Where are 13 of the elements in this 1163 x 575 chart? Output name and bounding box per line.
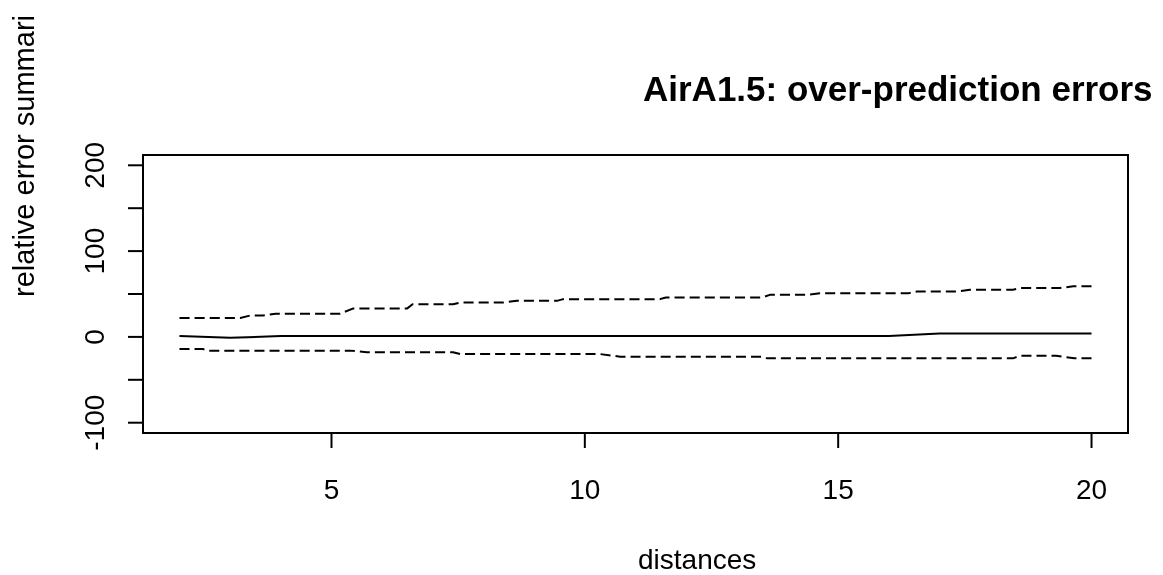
- y-axis-title: relative error summari: [8, 15, 40, 297]
- y-tick-label: 100: [78, 227, 110, 275]
- line-series: [178, 285, 1093, 320]
- chart-title: AirA1.5: over-prediction errors: [643, 69, 1153, 108]
- y-tick-label: 200: [78, 141, 110, 189]
- x-tick-label: 15: [822, 474, 854, 505]
- x-tick-label: 10: [569, 474, 601, 505]
- x-tick-label: 20: [1075, 474, 1108, 505]
- y-tick-label: 0: [78, 329, 110, 345]
- y-tick-label: -100: [78, 394, 110, 451]
- line-series: [178, 347, 1093, 360]
- x-tick-label: 5: [323, 474, 340, 505]
- x-axis-title: distances: [638, 544, 757, 575]
